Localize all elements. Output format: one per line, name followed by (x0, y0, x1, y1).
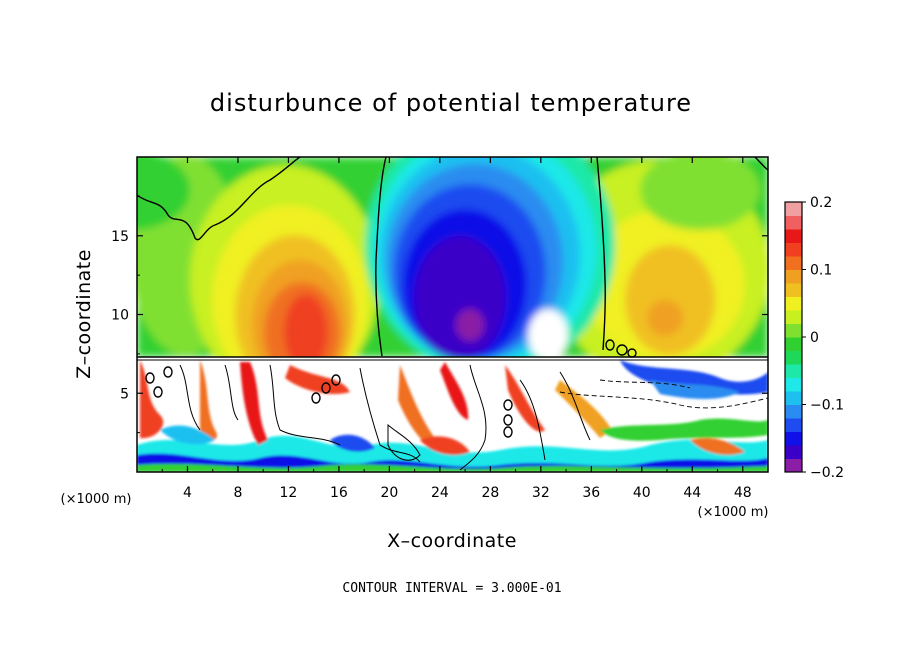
colorbar-swatch (785, 256, 802, 270)
colorbar-swatch (785, 229, 802, 243)
chart-title: disturbunce of potential temperature (210, 89, 692, 117)
colorbar-swatch (785, 283, 802, 297)
x-tick-label: 12 (280, 485, 298, 501)
x-axis-label: X–coordinate (387, 530, 517, 552)
x-tick-label: 44 (683, 485, 701, 501)
x-tick-label: 8 (233, 485, 242, 501)
x-unit-left: (×1000 m) (61, 492, 132, 507)
x-tick-label: 48 (734, 485, 752, 501)
colorbar-swatch (785, 391, 802, 405)
lower-field (137, 357, 768, 472)
z-tick-label: 5 (120, 386, 129, 402)
x-tick-label: 28 (481, 485, 499, 501)
x-tick-label: 24 (431, 485, 449, 501)
plot-area (137, 157, 768, 472)
colorbar-swatch (785, 242, 802, 257)
x-tick-label: 40 (633, 485, 651, 501)
colorbar-swatch (785, 350, 802, 365)
x-tick-label: 20 (380, 485, 398, 501)
contour-interval-note: CONTOUR INTERVAL = 3.000E-01 (342, 581, 561, 596)
z-axis: 5 10 15 (111, 195, 768, 434)
z-axis-label: Z–coordinate (73, 249, 95, 379)
colorbar-tick-label: 0 (810, 330, 819, 346)
colorbar-swatch (785, 445, 802, 459)
z-tick-label: 10 (111, 308, 129, 324)
colorbar-swatch (785, 296, 802, 311)
colorbar-swatch (785, 418, 802, 432)
colorbar-swatch (785, 202, 802, 216)
x-axis: 4 8 12 16 20 24 28 32 36 40 44 48 (161, 157, 752, 501)
z-tick-label: 15 (111, 229, 129, 245)
x-tick-label: 16 (330, 485, 348, 501)
colorbar-swatch (785, 310, 802, 324)
colorbar-swatch (785, 215, 802, 230)
colorbar: 0.2 0.1 0 −0.1 −0.2 (784, 195, 844, 481)
colorbar-tick-label: 0.1 (810, 263, 832, 279)
colorbar-swatch (785, 404, 802, 419)
colorbar-swatch (785, 337, 802, 351)
x-tick-label: 4 (183, 485, 192, 501)
colorbar-swatch (785, 377, 802, 392)
colorbar-swatch (785, 323, 802, 338)
x-tick-label: 36 (582, 485, 600, 501)
x-tick-label: 32 (532, 485, 550, 501)
colorbar-tick-label: −0.1 (810, 398, 844, 414)
colorbar-tick-label: 0.2 (810, 195, 832, 211)
contour-lines (137, 157, 768, 471)
colorbar-swatch (785, 458, 802, 473)
colorbar-swatch (785, 364, 802, 378)
x-unit-right: (×1000 m) (698, 505, 769, 520)
colorbar-tick-label: −0.2 (810, 465, 844, 481)
colorbar-swatch (785, 431, 802, 446)
colorbar-swatch (785, 269, 802, 284)
